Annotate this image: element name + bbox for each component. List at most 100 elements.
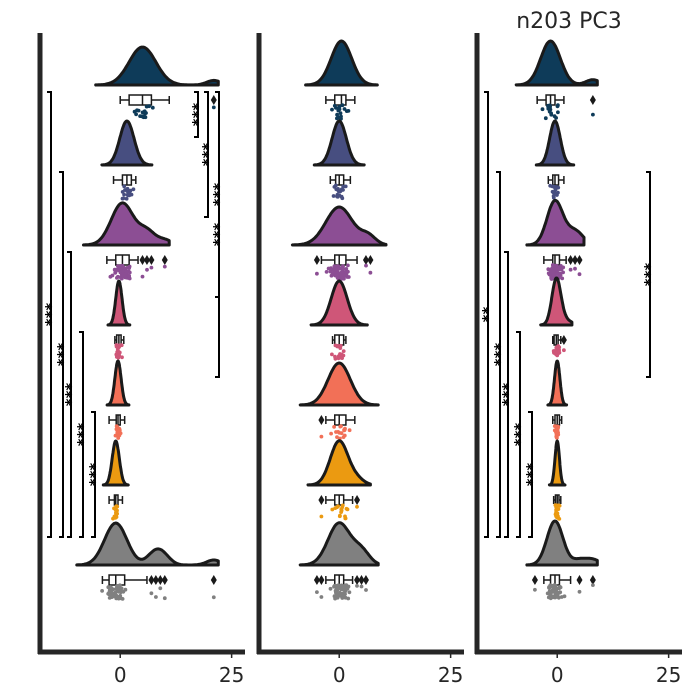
rain-dot [110,273,115,278]
rain-dot [336,344,341,348]
rain-dot [547,272,552,277]
rain-dot [556,426,560,430]
bracket-line [215,91,220,378]
rain-dot [326,266,331,271]
group-3 [525,198,586,281]
rain-dot [118,583,122,588]
density-cloud [106,279,132,327]
outlier-marker [576,255,583,265]
rain-dot [136,108,141,113]
rain-dot [315,271,319,276]
rain-dot [355,584,359,588]
rain-dot [118,431,123,436]
group-2 [312,119,366,201]
rain-dot [211,105,216,110]
rain-dot [114,508,119,513]
rain-dot [116,274,120,279]
rain-dot [114,343,119,347]
rain-dot [117,350,122,355]
rain-dot [338,352,342,356]
rain-dot [120,597,125,601]
rain-dot [114,515,119,519]
box-iqr [108,574,126,586]
group-7 [298,521,380,601]
rain-dot [341,264,345,269]
significance-label: *** [86,463,104,487]
bracket-line [194,91,199,138]
rain-dot [127,193,132,198]
x-tick-label: 25 [656,663,681,687]
significance-bracket: ** [479,91,497,538]
rain-dot [338,424,343,429]
outlier-marker [161,575,168,585]
significance-bracket: *** [199,91,217,218]
outlier-marker [210,575,217,585]
density-cloud [514,39,599,87]
density-cloud [534,119,576,167]
rain-dot [108,591,113,596]
rain-dot [340,592,344,597]
rain-dot [118,593,123,598]
density-cloud [309,279,369,327]
significance-bracket: *** [511,331,529,538]
rain-dot [333,583,337,588]
group-6 [306,439,372,521]
rain-dot [546,267,551,272]
rain-dot [115,431,120,435]
rain-dot [340,587,345,592]
rain-dot [115,584,119,588]
bracket-line [47,91,52,538]
rain-dot [343,184,348,189]
rain-dot [549,112,554,117]
rain-dot [340,196,345,201]
significance-bracket: *** [42,91,60,538]
rain-dot [344,506,349,511]
rain-dot [552,267,557,271]
density-cloud [539,276,574,327]
rain-dot [556,507,561,511]
group-6 [101,439,130,521]
rain-dot [364,588,368,592]
rain-dot [343,587,348,592]
x-tick-label: 25 [438,663,463,687]
outlier-marker [367,255,374,265]
group-1 [304,39,379,121]
outlier-marker [313,575,320,585]
rain-dot [368,270,373,275]
rain-dot [342,583,347,588]
bracket-line [67,251,72,538]
rain-dot [337,115,342,120]
group-4 [539,276,574,358]
rain-dot [364,263,368,268]
rain-dot [551,194,556,198]
panel-3: 0 25***************** [474,33,682,687]
rain-dot [554,263,559,268]
density-cloud [105,359,131,407]
rain-dot [339,276,344,281]
rain-dot [114,355,119,359]
x-tick-label: 0 [114,663,127,687]
rain-dot [145,267,149,272]
significance-bracket: *** [189,91,207,138]
rain-dot [551,589,556,594]
x-tick-label: 25 [219,663,244,687]
rain-dot [338,266,342,270]
rain-dot [346,584,351,589]
density-cloud [75,521,220,567]
rain-dot [336,585,341,590]
rain-dot [107,596,112,600]
group-3 [290,205,388,281]
rain-dot [548,594,552,598]
rain-dot [556,514,560,518]
rain-dot [100,589,104,593]
rain-dot [119,586,124,591]
group-5 [105,359,131,440]
box-iqr [334,94,347,106]
significance-label: *** [491,343,509,367]
outlier-marker [318,575,325,585]
group-5 [546,359,569,440]
density-cloud [94,45,220,87]
bracket-line [504,251,509,538]
rain-dot [335,112,339,117]
rain-dot [560,276,565,281]
